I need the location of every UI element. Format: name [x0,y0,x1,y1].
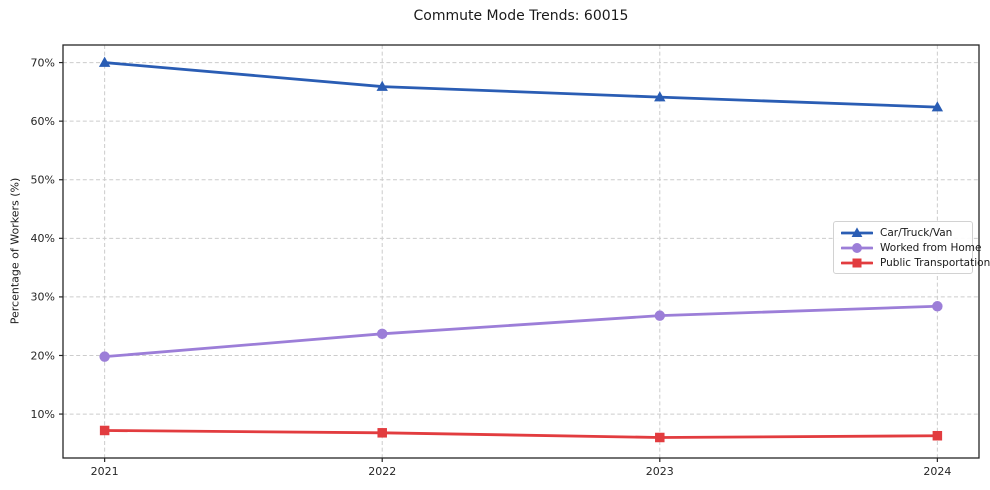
series-line-car-truck-van [103,61,939,109]
legend-sample-triangle-icon [841,226,873,237]
data-point-worked-from-home-2024 [932,301,943,312]
series-public-transportation [99,425,943,443]
data-point-worked-from-home-2023 [654,310,666,321]
y-tick-label: 60% [31,115,55,128]
legend-label: Public Transportation [880,256,990,269]
y-tick-label: 50% [31,174,55,187]
legend-label: Worked from Home [880,241,982,254]
chart-title: Commute Mode Trends: 60015 [413,8,629,24]
legend-item-worked-from-home: Worked from Home [841,242,981,254]
y-tick-label: 20% [31,349,55,362]
y-tick-label: 40% [31,232,55,245]
legend-item-public-transportation: Public Transportation [841,257,990,269]
y-tick-label: 10% [31,408,55,421]
legend: Car/Truck/Van Worked from Home Public Tr… [833,221,990,274]
x-tick-label: 2022 [368,465,396,478]
legend-label: Car/Truck/Van [880,226,953,239]
x-tick-label: 2023 [646,465,674,478]
legend-item-car-truck-van: Car/Truck/Van [841,227,965,239]
legend-sample-marker [851,226,863,237]
data-point-car-truck-van-2024 [931,101,944,112]
legend-sample-marker [852,242,862,253]
x-tick-label: 2024 [923,465,951,478]
data-point-worked-from-home-2022 [376,328,388,340]
data-point-car-truck-van-2021 [98,56,111,67]
x-tick-label: 2021 [91,465,119,478]
data-point-public-transportation-2021 [99,425,110,436]
legend-sample-marker [852,258,862,267]
data-point-worked-from-home-2021 [99,351,110,362]
legend-sample-circle-icon [841,242,873,253]
data-point-car-truck-van-2022 [376,80,388,91]
series-car-truck-van [98,56,944,112]
series-line-worked-from-home [103,304,939,359]
data-point-public-transportation-2024 [932,430,943,441]
data-point-car-truck-van-2023 [654,91,666,102]
series-worked-from-home [99,301,943,362]
legend-sample-square-icon [841,258,873,267]
plot-frame [62,44,980,459]
data-point-public-transportation-2022 [377,428,387,438]
y-tick-label: 30% [31,291,55,304]
data-point-public-transportation-2023 [655,432,665,443]
series-line-public-transportation [103,429,939,439]
y-tick-label: 70% [31,56,55,69]
